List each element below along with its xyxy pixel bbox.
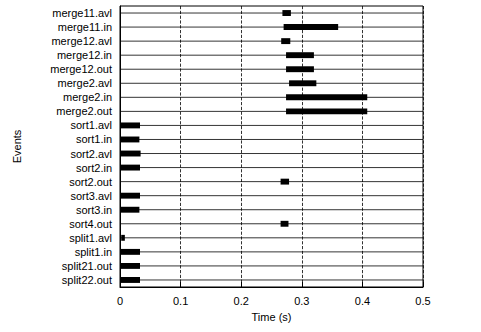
svg-text:sort1.in: sort1.in (76, 133, 112, 145)
svg-text:0.2: 0.2 (234, 295, 249, 307)
svg-text:merge2.out: merge2.out (56, 105, 112, 117)
svg-text:Time (s): Time (s) (252, 311, 292, 323)
svg-text:merge11.in: merge11.in (58, 21, 112, 33)
svg-text:Events: Events (11, 129, 23, 163)
svg-text:sort4.out: sort4.out (69, 218, 112, 230)
svg-text:merge2.avl: merge2.avl (58, 77, 112, 89)
svg-text:merge12.out: merge12.out (50, 63, 112, 75)
svg-text:merge2.in: merge2.in (63, 91, 112, 103)
svg-text:0.4: 0.4 (355, 295, 370, 307)
svg-text:merge12.in: merge12.in (57, 49, 112, 61)
svg-text:sort3.in: sort3.in (76, 204, 112, 216)
svg-text:split21.out: split21.out (62, 260, 112, 272)
svg-text:sort2.out: sort2.out (69, 176, 112, 188)
svg-text:sort1.avl: sort1.avl (70, 119, 112, 131)
svg-text:merge12.avl: merge12.avl (51, 35, 112, 47)
svg-text:split22.out: split22.out (62, 274, 112, 286)
svg-text:split1.avl: split1.avl (69, 232, 112, 244)
svg-text:0.5: 0.5 (415, 295, 430, 307)
svg-text:merge11.avl: merge11.avl (52, 7, 112, 19)
svg-text:sort2.avl: sort2.avl (70, 148, 112, 160)
svg-text:sort2.in: sort2.in (76, 162, 112, 174)
svg-text:0: 0 (117, 295, 123, 307)
svg-text:sort3.avl: sort3.avl (70, 190, 112, 202)
svg-text:split1.in: split1.in (75, 246, 112, 258)
svg-text:0.1: 0.1 (173, 295, 188, 307)
svg-text:0.3: 0.3 (294, 295, 309, 307)
